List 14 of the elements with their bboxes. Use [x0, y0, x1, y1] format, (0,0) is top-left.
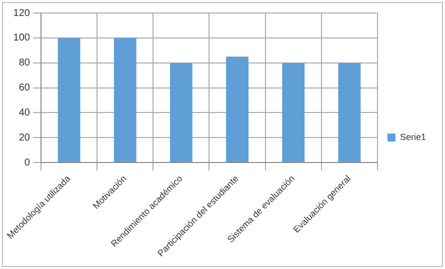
bar	[226, 56, 248, 162]
y-tick-label: 0	[24, 157, 30, 168]
y-tick-label: 40	[18, 107, 30, 118]
y-tick-label: 80	[18, 58, 30, 69]
y-tick-label: 20	[18, 132, 30, 144]
bar	[58, 38, 80, 162]
y-tick-label: 100	[13, 32, 30, 44]
bar	[282, 62, 305, 162]
y-tick-label: 60	[18, 82, 30, 94]
y-tick-label: 120	[13, 8, 30, 19]
legend-label: Serie1	[400, 132, 426, 142]
bar	[170, 62, 192, 162]
bar	[114, 38, 136, 162]
bar	[338, 62, 361, 162]
